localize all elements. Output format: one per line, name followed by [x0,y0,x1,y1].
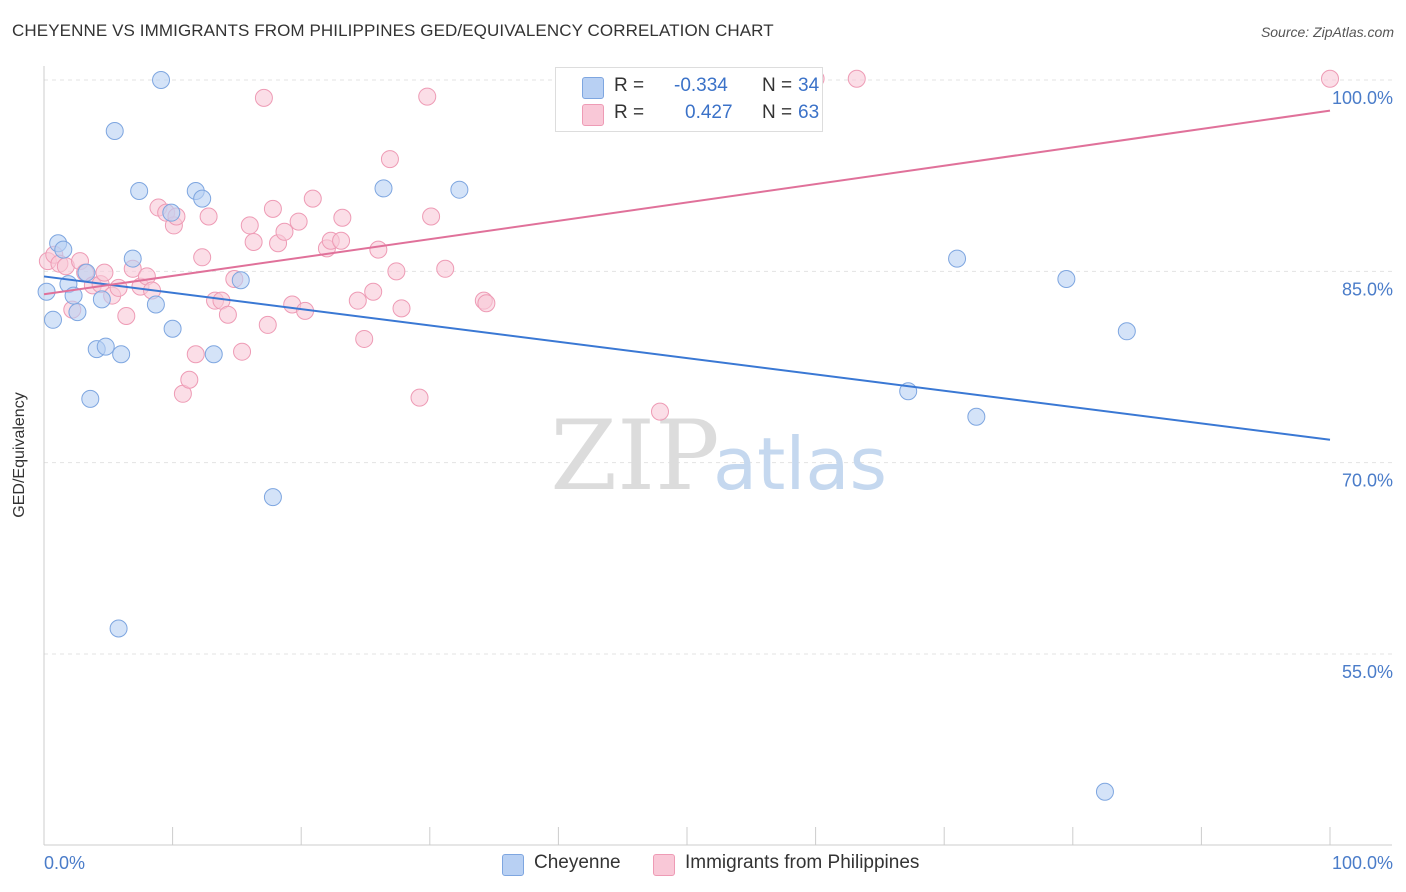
point-pink-52 [392,299,411,318]
x-tick-label-0: 0.0% [44,853,85,873]
point-pink-41 [303,189,322,208]
trend-line-blue [43,275,1331,441]
point-pink-28 [218,305,237,324]
n-label: N = [762,75,793,96]
series-cheyenne-points [37,71,1136,801]
point-pink-39 [289,212,308,231]
point-blue-21 [193,189,212,208]
point-blue-30 [967,407,986,426]
point-pink-32 [244,232,263,251]
x-tick-labels: 0.0% 100.0% [44,853,1393,873]
point-blue-15 [130,181,149,200]
trend-lines [43,109,1331,441]
point-blue-11 [96,337,115,356]
watermark-atlas: atlas [713,422,887,506]
point-blue-18 [162,203,181,222]
axes [43,66,1392,846]
point-blue-6 [68,303,87,322]
point-blue-3 [54,240,73,259]
point-pink-50 [380,150,399,169]
r-label: R = [614,75,645,96]
point-pink-34 [258,315,277,334]
point-blue-10 [92,290,111,309]
x-tick-label-1: 100.0% [1332,853,1393,873]
point-pink-35 [263,199,282,218]
point-pink-12 [117,306,136,325]
point-blue-16 [146,295,165,314]
cheyenne-legend-swatch [502,854,524,876]
point-pink-54 [418,87,437,106]
philippines-swatch [582,104,604,126]
chart-source: Source: ZipAtlas.com [1260,24,1394,40]
point-pink-46 [348,291,367,310]
point-pink-23 [186,345,205,364]
point-blue-27 [109,619,128,638]
point-blue-1 [44,310,63,329]
point-pink-37 [275,222,294,241]
point-blue-22 [204,345,223,364]
point-pink-25 [199,207,218,226]
point-pink-58 [477,294,496,313]
y-tick-label-1: 85.0% [1342,279,1393,299]
watermark-zip: ZIP [550,400,719,512]
point-blue-19 [163,319,182,338]
point-pink-48 [364,282,383,301]
philippines-n-value: 63 [798,102,820,123]
cheyenne-r-value: -0.334 [674,75,728,96]
y-tick-label-3: 55.0% [1342,662,1393,682]
point-blue-33 [1095,782,1114,801]
point-pink-45 [333,208,352,227]
point-pink-51 [387,262,406,281]
cheyenne-swatch [582,77,604,99]
y-tick-label-0: 100.0% [1332,88,1393,108]
point-blue-31 [1057,269,1076,288]
gridlines [44,79,1392,655]
cheyenne-n-value: 34 [798,75,820,96]
point-pink-62 [1321,69,1339,88]
philippines-legend-swatch [653,854,675,876]
point-blue-24 [263,488,282,507]
y-axis-label: GED/Equivalency [11,392,28,518]
point-pink-47 [355,329,374,348]
stats-legend: R = -0.334 N = 34 R = 0.427 N = 63 [555,67,823,132]
point-blue-12 [105,122,124,141]
point-blue-26 [450,180,469,199]
point-pink-24 [193,248,212,267]
point-pink-55 [422,207,441,226]
point-blue-14 [123,249,142,268]
point-blue-25 [374,179,393,198]
point-blue-17 [152,71,171,89]
point-pink-53 [410,388,429,407]
trend-line-pink [43,109,1331,296]
cheyenne-legend-label: Cheyenne [534,852,621,873]
point-pink-44 [332,231,351,250]
point-blue-0 [37,282,56,301]
y-tick-labels: 100.0% 85.0% 70.0% 55.0% [1332,88,1393,682]
philippines-r-value: 0.427 [685,102,733,123]
watermark: ZIP atlas [550,400,887,512]
point-blue-28 [948,249,967,268]
n-label: N = [762,102,793,123]
y-tick-label-2: 70.0% [1342,471,1393,491]
point-blue-8 [81,389,100,408]
point-blue-13 [112,345,131,364]
point-blue-23 [231,271,250,290]
point-blue-32 [1117,322,1136,341]
point-blue-7 [77,263,96,282]
point-pink-33 [254,88,273,107]
chart-title: CHEYENNE VS IMMIGRANTS FROM PHILIPPINES … [12,21,774,40]
series-immigrants-philippines-points [38,69,1339,421]
point-pink-56 [436,259,455,278]
r-label: R = [614,102,645,123]
point-pink-9 [95,263,114,282]
philippines-legend-label: Immigrants from Philippines [685,852,920,873]
point-pink-30 [233,342,252,361]
point-pink-59 [650,402,669,421]
point-pink-49 [369,240,388,259]
point-pink-22 [180,370,199,389]
point-pink-61 [847,69,866,88]
point-pink-31 [240,216,259,235]
